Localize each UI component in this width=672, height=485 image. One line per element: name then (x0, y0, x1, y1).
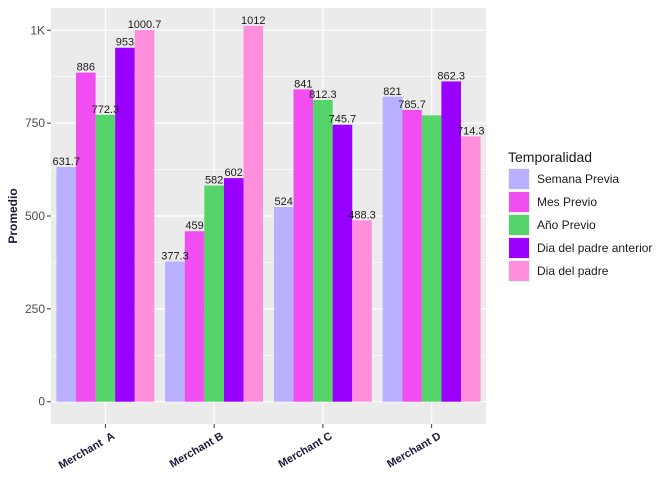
y-axis: 0 250 500 750 1K (25, 23, 51, 409)
data-label: 631.7 (52, 156, 80, 168)
data-label: 812.3 (309, 89, 337, 101)
x-tick-label: Merchant B (168, 430, 226, 470)
data-label: 602 (225, 167, 243, 179)
bar-a-o-previo-merchant-c (313, 100, 333, 402)
legend-swatch (509, 215, 529, 235)
data-label: 714.3 (457, 125, 485, 137)
legend-swatch (509, 169, 529, 189)
legend-items: Semana Previa Mes Previo Año Previo Dia del… (508, 168, 652, 282)
data-label: 582 (205, 175, 223, 187)
bar-dia-del-padre-merchant-a (134, 30, 155, 402)
legend-item-dia-del-padre-anterior: Dia del padre anterior (508, 237, 652, 259)
bar-semana-previa-merchant-a (56, 167, 77, 402)
legend-item-a-o-previo: Año Previo (508, 214, 596, 236)
data-label: 1012 (241, 15, 265, 27)
data-label: 785.7 (398, 99, 426, 111)
legend-item-dia-del-padre: Dia del padre (508, 260, 609, 282)
x-axis: Merchant A Merchant B Merchant C Merchant D (57, 424, 443, 472)
y-axis-title: Promedio (6, 188, 20, 243)
bar-dia-del-padre-anterior-merchant-c (332, 124, 353, 402)
legend-label: Dia del padre (537, 264, 609, 278)
y-tick-label: 250 (25, 302, 45, 316)
data-label: 953 (116, 37, 134, 49)
y-tick-label: 500 (25, 209, 45, 223)
bar-semana-previa-merchant-b (165, 261, 185, 402)
bars-layer (56, 25, 481, 402)
data-label: 459 (185, 220, 203, 232)
data-label: 377.3 (161, 251, 189, 263)
bar-mes-previo-merchant-a (76, 72, 96, 402)
bar-a-o-previo-merchant-d (421, 115, 442, 402)
bar-mes-previo-merchant-b (184, 231, 205, 402)
bar-semana-previa-merchant-d (382, 96, 403, 402)
legend-item-semana-previa: Semana Previa (508, 168, 619, 190)
bar-dia-del-padre-merchant-c (352, 220, 372, 402)
x-tick-label: Merchant C (276, 430, 334, 470)
bar-dia-del-padre-anterior-merchant-a (115, 47, 135, 402)
legend-item-mes-previo: Mes Previo (508, 191, 597, 213)
y-tick-label: 0 (38, 395, 45, 409)
bar-dia-del-padre-anterior-merchant-b (223, 178, 244, 402)
legend-swatch (509, 192, 529, 212)
data-label: 821 (383, 86, 401, 98)
legend-label: Año Previo (537, 218, 596, 232)
legend: Temporalidad Semana Previa Mes Previo Año … (508, 149, 652, 282)
data-label: 524 (275, 196, 293, 208)
data-label: 488.3 (348, 209, 376, 221)
bar-dia-del-padre-merchant-d (460, 136, 481, 402)
bar-a-o-previo-merchant-a (95, 114, 116, 402)
data-label: 1000.7 (128, 19, 162, 31)
x-tick-label: Merchant A (57, 430, 117, 472)
bar-a-o-previo-merchant-b (204, 185, 224, 402)
legend-title: Temporalidad (508, 149, 592, 165)
bar-semana-previa-merchant-c (273, 207, 294, 402)
legend-swatch (509, 261, 529, 281)
bar-mes-previo-merchant-d (402, 109, 422, 402)
bar-mes-previo-merchant-c (293, 89, 314, 402)
y-tick-label: 1K (30, 23, 45, 37)
x-tick-label: Merchant D (385, 430, 443, 470)
legend-label: Mes Previo (537, 195, 597, 209)
legend-swatch (509, 238, 529, 258)
legend-label: Semana Previa (537, 172, 619, 186)
data-label: 862.3 (437, 70, 465, 82)
legend-label: Dia del padre anterior (537, 241, 652, 255)
bar-dia-del-padre-merchant-b (243, 25, 264, 402)
bar-dia-del-padre-anterior-merchant-d (441, 81, 461, 402)
data-label: 772.3 (92, 104, 120, 116)
y-tick-label: 750 (25, 116, 45, 130)
data-label: 886 (77, 62, 95, 74)
data-label: 841 (294, 78, 312, 90)
data-label: 745.7 (329, 114, 357, 126)
